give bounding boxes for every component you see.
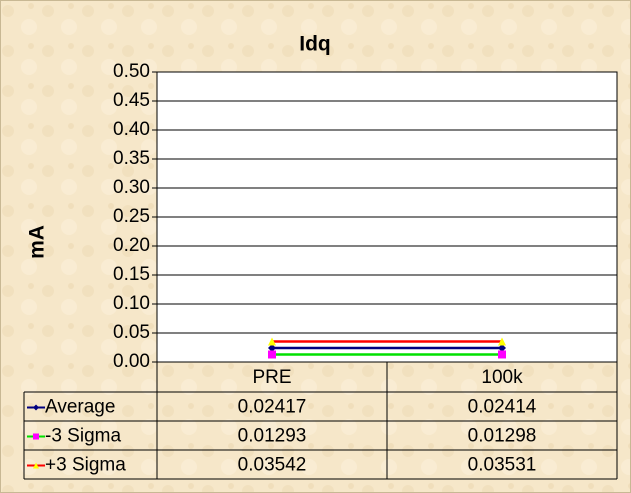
- y-tick-label: 0.00: [113, 351, 150, 372]
- y-tick-label: 0.25: [113, 206, 150, 227]
- y-tick-label: 0.20: [113, 235, 150, 256]
- chart-title: Idq: [299, 33, 331, 56]
- table-value: 0.02414: [468, 397, 537, 418]
- y-tick-label: 0.30: [113, 177, 150, 198]
- data-point: [268, 343, 276, 352]
- legend-label: Average: [45, 397, 115, 418]
- y-tick-label: 0.15: [113, 264, 150, 285]
- legend-key-marker: [33, 433, 39, 440]
- table-value: 0.03531: [468, 455, 537, 476]
- data-point: [268, 337, 276, 346]
- y-tick-label: 0.10: [113, 293, 150, 314]
- y-tick-label: 0.45: [113, 90, 150, 111]
- legend-key-marker: [33, 462, 39, 469]
- legend-label: +3 Sigma: [45, 455, 126, 476]
- y-axis-label: mA: [26, 225, 49, 259]
- table-value: 0.01293: [238, 426, 307, 447]
- table-value: 0.03542: [238, 455, 307, 476]
- x-tick-label: 100k: [481, 367, 523, 388]
- legend-label: -3 Sigma: [45, 426, 121, 447]
- y-tick-label: 0.50: [113, 61, 150, 82]
- y-tick-label: 0.35: [113, 148, 150, 169]
- table-value: 0.01298: [468, 426, 537, 447]
- table-value: 0.02417: [238, 397, 307, 418]
- data-point: [498, 343, 506, 352]
- data-point: [268, 350, 276, 359]
- data-point: [498, 337, 506, 346]
- x-tick-label: PRE: [252, 367, 291, 388]
- data-point: [498, 350, 506, 359]
- y-tick-label: 0.05: [113, 322, 150, 343]
- y-tick-label: 0.40: [113, 119, 150, 140]
- legend-key-marker: [33, 404, 39, 411]
